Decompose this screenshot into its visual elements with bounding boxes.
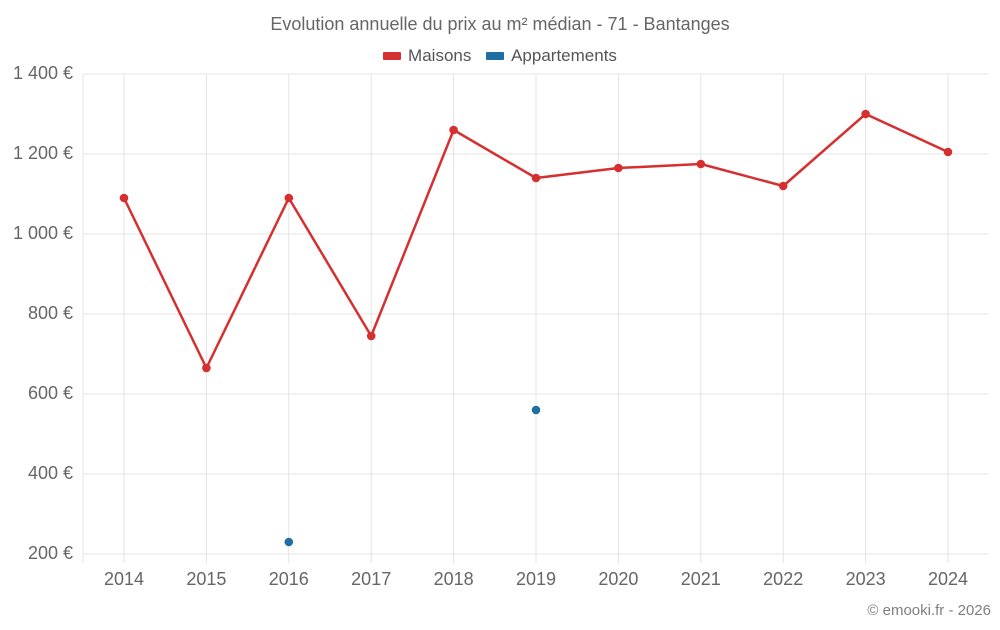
svg-text:800 €: 800 € [28,303,73,323]
svg-text:2023: 2023 [846,569,886,589]
svg-text:2015: 2015 [186,569,226,589]
svg-text:2024: 2024 [928,569,968,589]
svg-text:2022: 2022 [763,569,803,589]
svg-text:2017: 2017 [351,569,391,589]
svg-text:2020: 2020 [598,569,638,589]
svg-text:2019: 2019 [516,569,556,589]
svg-text:2021: 2021 [681,569,721,589]
svg-text:1 000 €: 1 000 € [13,223,73,243]
svg-text:400 €: 400 € [28,463,73,483]
svg-text:2016: 2016 [269,569,309,589]
svg-text:2018: 2018 [434,569,474,589]
svg-text:600 €: 600 € [28,383,73,403]
svg-text:1 400 €: 1 400 € [13,63,73,83]
svg-text:200 €: 200 € [28,543,73,563]
svg-text:1 200 €: 1 200 € [13,143,73,163]
svg-text:2014: 2014 [104,569,144,589]
